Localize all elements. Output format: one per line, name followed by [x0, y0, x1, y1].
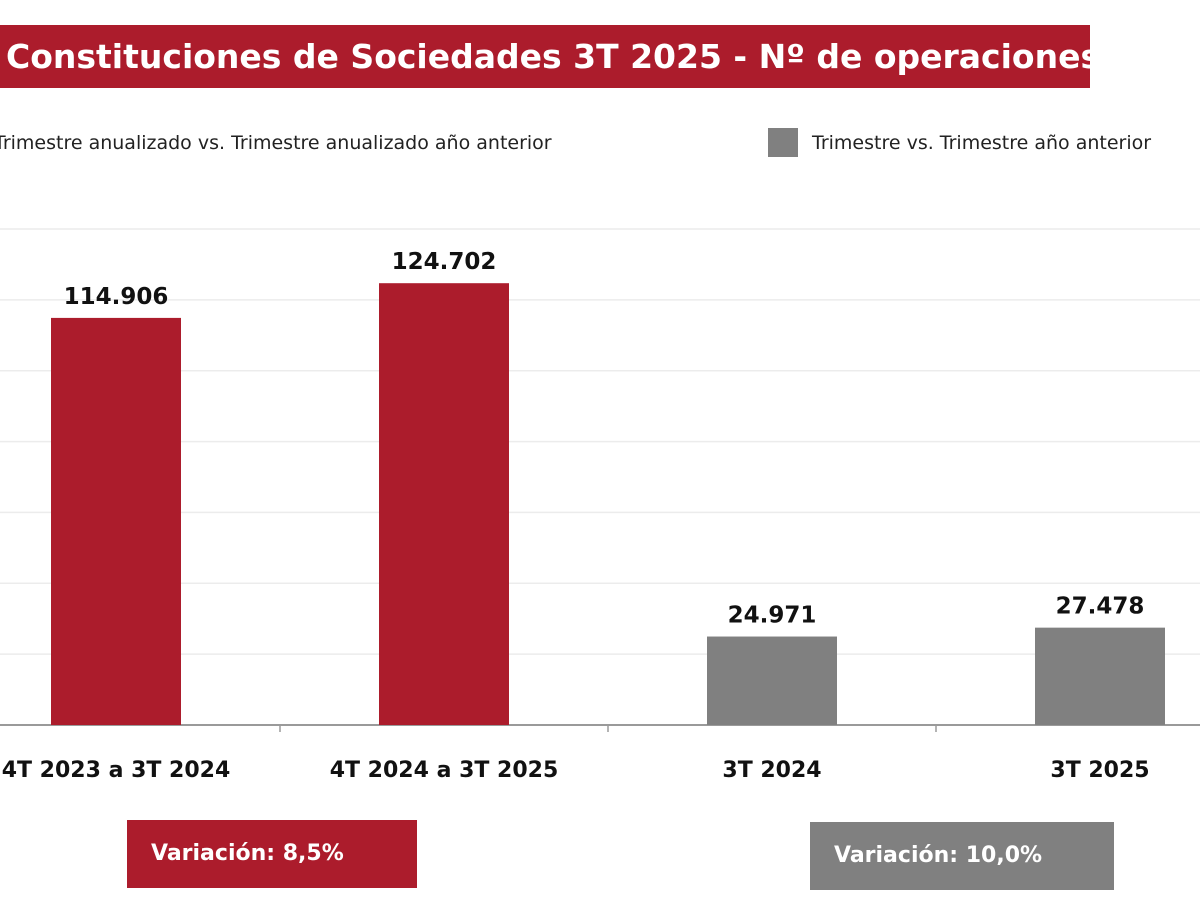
legend-entry-quarter: Trimestre vs. Trimestre año anterior	[812, 132, 1152, 154]
data-label: 24.971	[728, 603, 817, 629]
bar	[707, 636, 837, 725]
chart-title: Constituciones de Sociedades 3T 2025 - N…	[0, 25, 1100, 88]
data-label: 124.702	[392, 249, 497, 275]
legend-swatch-quarter	[768, 128, 798, 157]
x-tick-label: 4T 2023 a 3T 2024	[2, 758, 231, 783]
x-tick-label: 4T 2024 a 3T 2025	[330, 758, 559, 783]
legend-entry-annualized: Trimestre anualizado vs. Trimestre anual…	[0, 132, 552, 154]
bar	[1035, 627, 1165, 725]
x-tick-label: 3T 2025	[1050, 758, 1149, 783]
bar	[51, 317, 181, 725]
bar	[379, 283, 509, 725]
data-label: 114.906	[64, 284, 169, 310]
variation-annualized: Variación: 8,5%	[127, 820, 417, 888]
x-tick-label: 3T 2024	[722, 758, 821, 783]
variation-quarter: Variación: 10,0%	[810, 822, 1114, 890]
data-label: 27.478	[1056, 594, 1145, 620]
